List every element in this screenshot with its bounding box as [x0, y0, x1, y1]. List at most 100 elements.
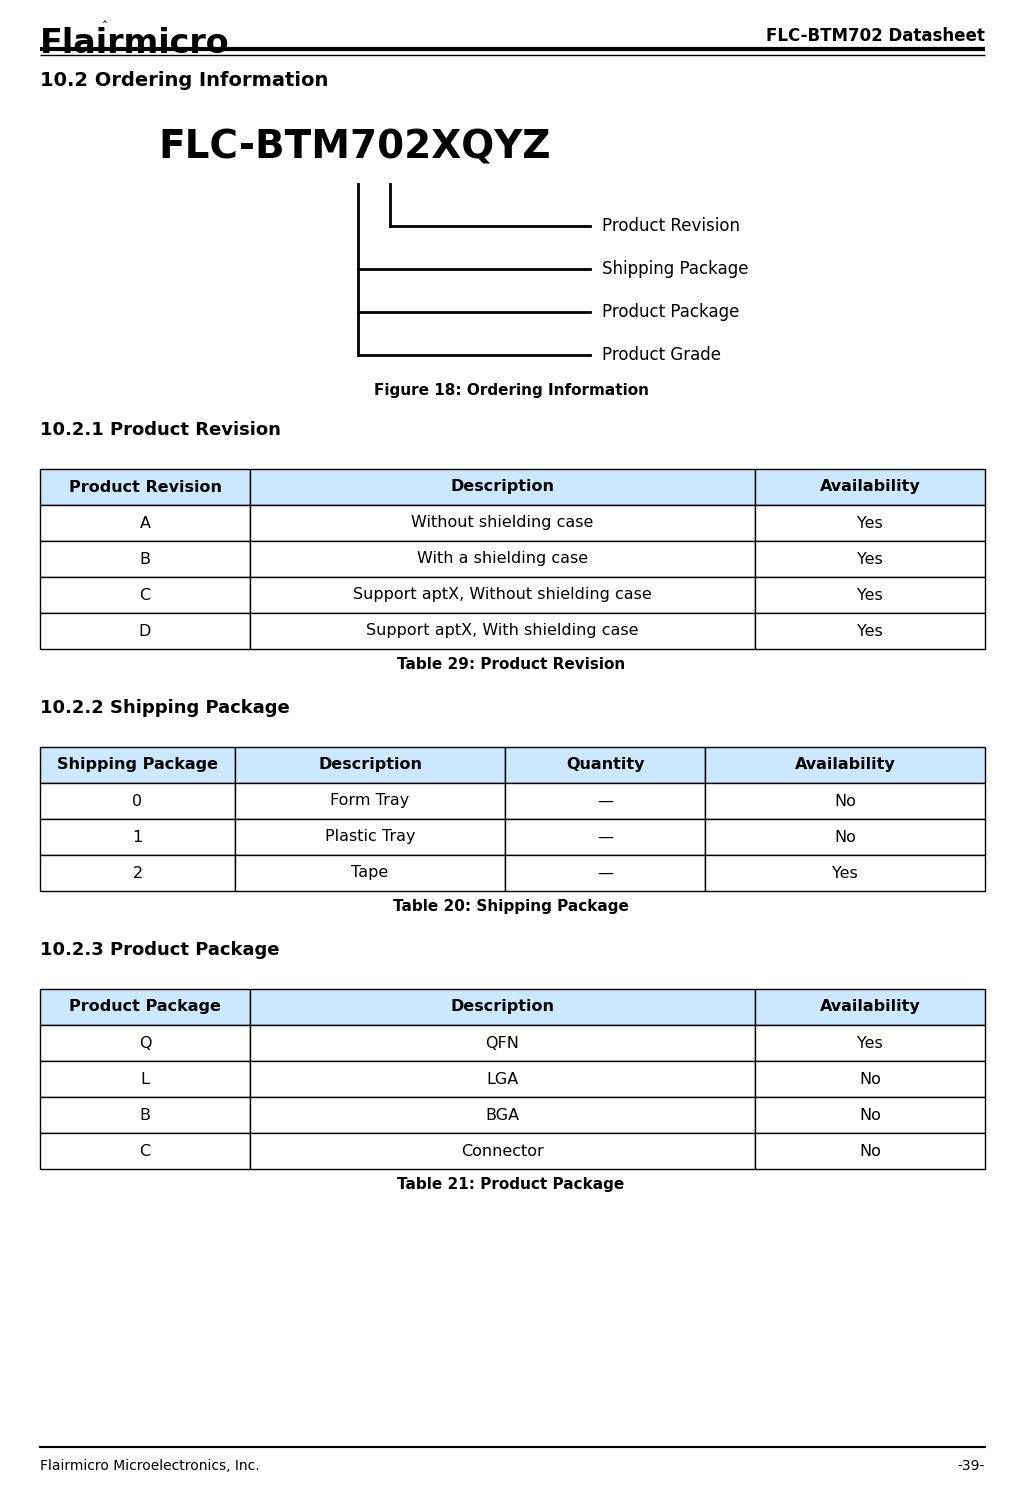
Text: A: A — [140, 515, 150, 530]
Bar — [505, 783, 704, 819]
Bar — [40, 819, 235, 855]
Bar — [235, 855, 505, 890]
Text: D: D — [139, 624, 151, 639]
Bar — [704, 747, 985, 783]
Bar — [40, 747, 235, 783]
Text: 10.2.2 Shipping Package: 10.2.2 Shipping Package — [40, 698, 290, 718]
Text: Form Tray: Form Tray — [331, 794, 409, 809]
Text: With a shielding case: With a shielding case — [417, 551, 588, 566]
Bar — [755, 541, 985, 578]
Text: Without shielding case: Without shielding case — [411, 515, 593, 530]
Text: Yes: Yes — [857, 1035, 883, 1051]
Text: QFN: QFN — [486, 1035, 520, 1051]
Bar — [40, 1133, 250, 1169]
Bar — [704, 819, 985, 855]
Bar — [40, 1024, 250, 1062]
Bar — [40, 783, 235, 819]
Bar — [704, 855, 985, 890]
Bar — [40, 505, 250, 541]
Bar — [40, 469, 250, 505]
Bar — [250, 541, 755, 578]
Text: Plastic Tray: Plastic Tray — [325, 829, 416, 844]
Text: Product Package: Product Package — [602, 302, 739, 322]
Text: —: — — [597, 865, 613, 880]
Bar — [755, 469, 985, 505]
Bar — [235, 819, 505, 855]
Text: Availability: Availability — [794, 758, 895, 773]
Text: Flairmicro: Flairmicro — [40, 27, 230, 60]
Text: Availability: Availability — [820, 479, 920, 494]
Bar — [505, 819, 704, 855]
Text: 10.2.1 Product Revision: 10.2.1 Product Revision — [40, 421, 281, 439]
Text: Yes: Yes — [857, 624, 883, 639]
Bar — [250, 1024, 755, 1062]
Bar — [250, 1062, 755, 1097]
Text: Figure 18: Ordering Information: Figure 18: Ordering Information — [374, 383, 648, 398]
Text: B: B — [140, 551, 150, 566]
Text: Description: Description — [450, 479, 554, 494]
Text: Product Revision: Product Revision — [602, 217, 740, 235]
Text: Availability: Availability — [820, 999, 920, 1014]
Text: Support aptX, Without shielding case: Support aptX, Without shielding case — [353, 588, 651, 603]
Text: Connector: Connector — [461, 1144, 544, 1158]
Text: Shipping Package: Shipping Package — [57, 758, 218, 773]
Bar — [755, 505, 985, 541]
Text: 1: 1 — [133, 829, 143, 844]
Bar — [250, 505, 755, 541]
Text: Description: Description — [318, 758, 422, 773]
Text: 0: 0 — [133, 794, 143, 809]
Text: C: C — [140, 1144, 150, 1158]
Bar — [40, 855, 235, 890]
Text: FLC-BTM702 Datasheet: FLC-BTM702 Datasheet — [766, 27, 985, 45]
Bar — [40, 578, 250, 613]
Bar — [40, 541, 250, 578]
Text: Product Package: Product Package — [69, 999, 221, 1014]
Bar — [505, 855, 704, 890]
Text: Table 29: Product Revision: Table 29: Product Revision — [397, 657, 625, 672]
Bar — [250, 989, 755, 1024]
Text: Q: Q — [139, 1035, 151, 1051]
Text: —: — — [597, 829, 613, 844]
Text: Tape: Tape — [351, 865, 389, 880]
Bar — [40, 989, 250, 1024]
Bar — [250, 469, 755, 505]
Text: Product Revision: Product Revision — [68, 479, 222, 494]
Text: Flairmicro Microelectronics, Inc.: Flairmicro Microelectronics, Inc. — [40, 1459, 259, 1473]
Bar — [755, 989, 985, 1024]
Text: Shipping Package: Shipping Package — [602, 261, 748, 278]
Text: Product Grade: Product Grade — [602, 345, 721, 363]
Bar — [250, 578, 755, 613]
Text: Yes: Yes — [857, 515, 883, 530]
Bar — [250, 1133, 755, 1169]
Text: L: L — [141, 1072, 149, 1087]
Text: No: No — [859, 1072, 881, 1087]
Bar — [505, 747, 704, 783]
Text: 10.2.3 Product Package: 10.2.3 Product Package — [40, 941, 280, 959]
Text: Yes: Yes — [857, 588, 883, 603]
Text: Table 21: Product Package: Table 21: Product Package — [397, 1176, 625, 1193]
Bar — [235, 783, 505, 819]
Text: Quantity: Quantity — [566, 758, 644, 773]
Text: Support aptX, With shielding case: Support aptX, With shielding case — [367, 624, 639, 639]
Text: No: No — [859, 1108, 881, 1123]
Text: C: C — [140, 588, 150, 603]
Text: BGA: BGA — [485, 1108, 520, 1123]
Text: -39-: -39- — [958, 1459, 985, 1473]
Text: Yes: Yes — [832, 865, 858, 880]
Text: Yes: Yes — [857, 551, 883, 566]
Bar — [755, 613, 985, 649]
Text: No: No — [834, 794, 856, 809]
Text: No: No — [859, 1144, 881, 1158]
Text: FLC-BTM702XQYZ: FLC-BTM702XQYZ — [158, 130, 550, 167]
Bar — [40, 1097, 250, 1133]
Text: Description: Description — [450, 999, 554, 1014]
Bar — [704, 783, 985, 819]
Bar — [235, 747, 505, 783]
Bar — [755, 1133, 985, 1169]
Text: No: No — [834, 829, 856, 844]
Bar — [755, 578, 985, 613]
Bar — [250, 1097, 755, 1133]
Text: LGA: LGA — [486, 1072, 519, 1087]
Bar — [755, 1024, 985, 1062]
Bar — [250, 613, 755, 649]
